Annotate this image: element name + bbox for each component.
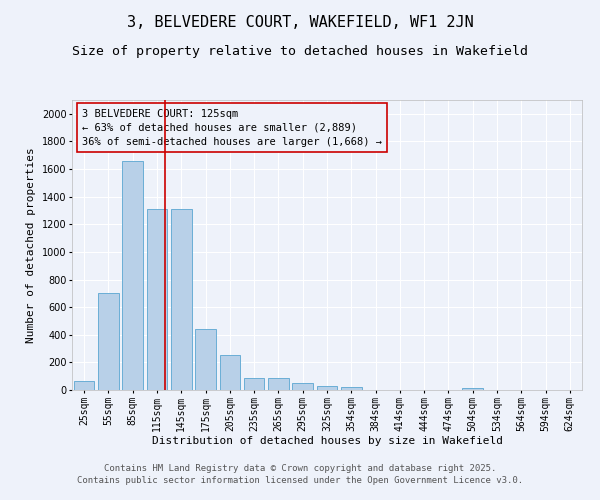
Bar [74, 381, 94, 390]
Bar [171, 209, 191, 390]
Bar [268, 378, 289, 390]
Bar [292, 383, 313, 390]
Bar [146, 209, 167, 390]
Bar [220, 356, 240, 390]
Bar [98, 294, 119, 390]
Bar [122, 161, 143, 390]
Text: Size of property relative to detached houses in Wakefield: Size of property relative to detached ho… [72, 45, 528, 58]
Bar [341, 386, 362, 390]
Bar [244, 378, 265, 390]
Text: 3 BELVEDERE COURT: 125sqm
← 63% of detached houses are smaller (2,889)
36% of se: 3 BELVEDERE COURT: 125sqm ← 63% of detac… [82, 108, 382, 146]
Y-axis label: Number of detached properties: Number of detached properties [26, 147, 36, 343]
X-axis label: Distribution of detached houses by size in Wakefield: Distribution of detached houses by size … [151, 436, 503, 446]
Bar [317, 386, 337, 390]
Bar [463, 388, 483, 390]
Text: Contains HM Land Registry data © Crown copyright and database right 2025.
Contai: Contains HM Land Registry data © Crown c… [77, 464, 523, 485]
Text: 3, BELVEDERE COURT, WAKEFIELD, WF1 2JN: 3, BELVEDERE COURT, WAKEFIELD, WF1 2JN [127, 15, 473, 30]
Bar [195, 328, 216, 390]
